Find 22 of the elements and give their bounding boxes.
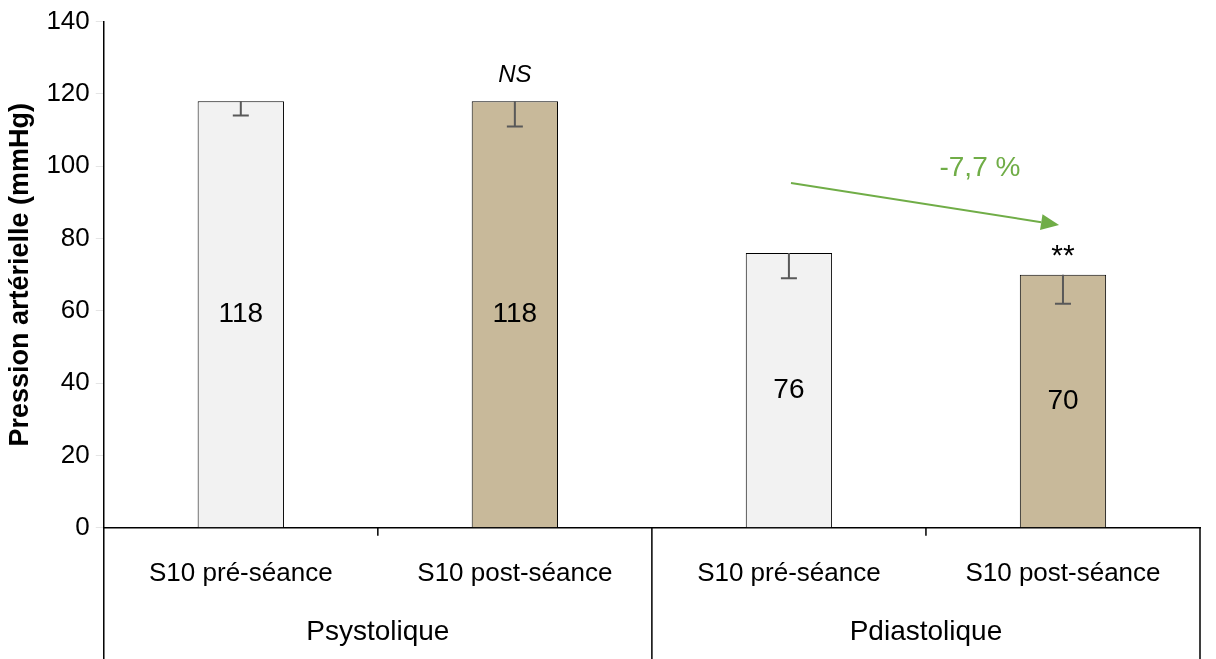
y-tick-label: 120 [46,77,90,108]
data-label: 70 [1047,383,1079,415]
y-tick-label: 0 [75,510,90,541]
data-label: 118 [218,297,264,329]
data-label: 118 [492,297,538,329]
y-tick-label: 20 [60,438,90,469]
x-tick-label: S10 pré-séance [149,556,333,587]
y-axis-title: Pression artérielle (mmHg) [3,102,34,447]
x-tick-label: S10 post-séance [965,556,1161,587]
annotation: ** [1051,237,1075,271]
text: Pdiastolique [849,614,1003,646]
y-tick-label: 60 [60,294,90,325]
x-tick-label: S10 post-séance [417,556,613,587]
annotation: NS [498,59,532,87]
x-tick-label: S10 pré-séance [697,556,881,587]
text: Psystolique [306,614,450,646]
y-tick-label: 40 [60,366,90,397]
y-tick-label: 80 [60,221,90,252]
annotation: -7,7 % [939,151,1021,183]
y-tick-label: 100 [46,149,90,180]
data-label: 76 [773,373,805,405]
y-tick-label: 140 [46,4,90,35]
